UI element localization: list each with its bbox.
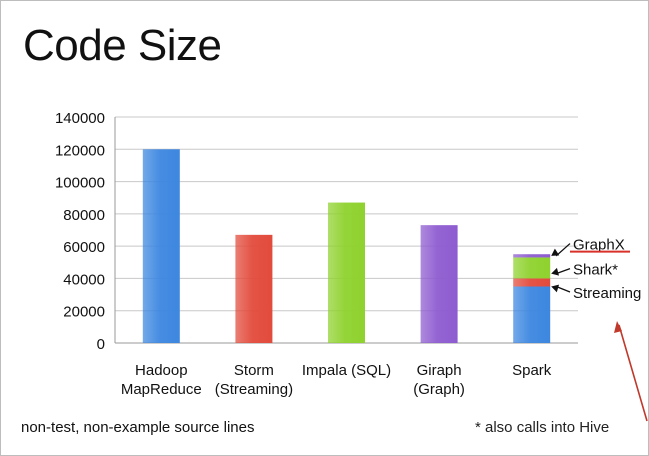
y-tick-label: 120000 — [55, 142, 105, 159]
y-tick-label: 0 — [97, 336, 105, 353]
bar-hadoop-mapreduce — [142, 149, 180, 343]
bar-spark-segment-streaming-0 — [513, 286, 551, 343]
x-category-label: MapReduce — [121, 381, 202, 398]
annotation-label-graphx: GraphX — [573, 237, 625, 254]
x-category-label: Spark — [512, 362, 552, 379]
y-tick-label: 100000 — [55, 175, 105, 192]
y-tick-label: 140000 — [55, 110, 105, 127]
footnote-hive: * also calls into Hive — [475, 419, 610, 436]
bar-impala-sql — [328, 202, 365, 343]
y-tick-label: 40000 — [63, 271, 105, 288]
x-category-label: Giraph — [417, 362, 462, 379]
slide-title: Code Size — [23, 21, 222, 70]
annotation-arrow-line — [555, 267, 571, 275]
annotation-arrow-head — [551, 267, 559, 276]
annotation-arrow-line — [555, 285, 571, 293]
annotation-label-shark: Shark* — [573, 262, 618, 279]
x-category-label: Hadoop — [135, 362, 188, 379]
corner-red-arrow-head — [614, 321, 622, 333]
bar-spark-segment-graphx-3 — [513, 254, 551, 258]
x-category-label: (Streaming) — [215, 381, 293, 398]
x-category-label: Impala (SQL) — [302, 362, 391, 379]
annotation-arrow-head — [551, 284, 560, 293]
annotation-label-streaming: Streaming — [573, 285, 641, 302]
corner-red-arrow-line — [618, 324, 648, 422]
annotation-arrow-line — [555, 243, 571, 257]
annotation-arrow-head — [551, 248, 560, 256]
bar-storm-streaming — [235, 234, 273, 343]
bar-spark-segment-streaming-1 — [513, 278, 551, 287]
y-tick-label: 20000 — [63, 304, 105, 321]
bar-spark-segment-shark-2 — [513, 257, 551, 279]
x-category-label: (Graph) — [413, 381, 465, 398]
footnote-source-lines: non-test, non-example source lines — [21, 419, 255, 436]
y-tick-label: 80000 — [63, 207, 105, 224]
bar-giraph-graph — [420, 225, 458, 343]
y-tick-label: 60000 — [63, 239, 105, 256]
x-category-label: Storm — [234, 362, 274, 379]
